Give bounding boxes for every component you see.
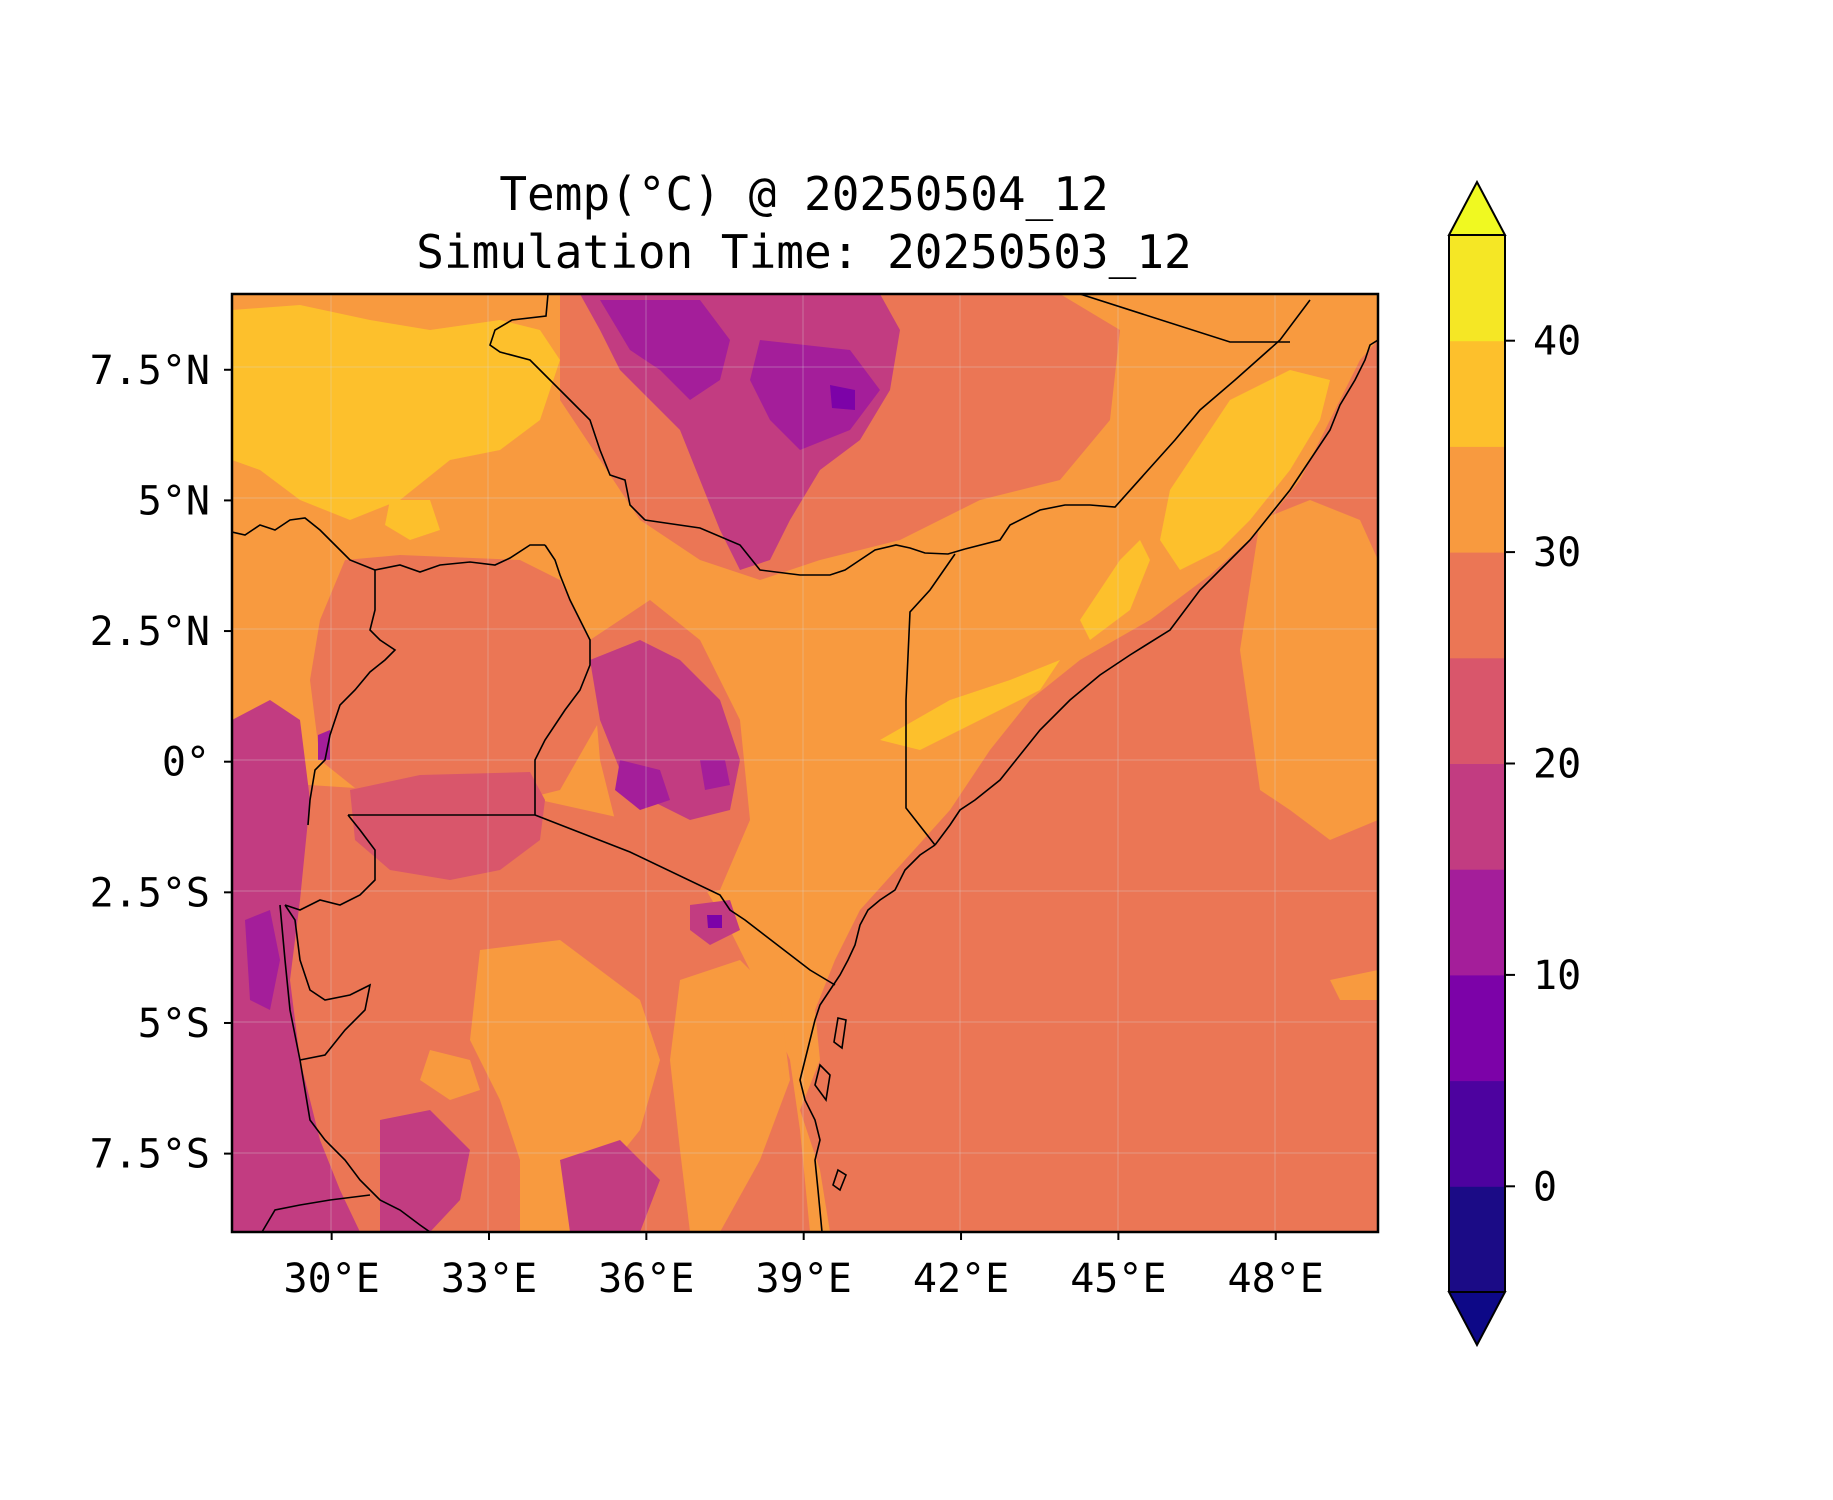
colorbar-extend-high [1447,179,1507,236]
border-burundi-tanzania [284,904,372,1061]
island-pemba [833,1017,847,1050]
y-tick-label: 7.5°N [90,348,210,394]
temp-zone-western-rift-cool [245,910,280,1010]
temp-zone-kilimanjaro-peak [707,915,722,928]
colorbar-segment [1449,763,1505,870]
colorbar-tick-label: 40 [1533,319,1581,365]
temp-zone-offshore-warm-2 [1330,970,1378,1000]
map-title-line1: Temp(°C) @ 20250504_12 [499,167,1108,221]
y-tick-label: 0° [162,740,210,786]
map-title-line2: Simulation Time: 20250503_12 [416,225,1191,279]
temp-zone-kenya-peaks [615,760,670,810]
temp-zone-somali-hot-strip [1160,370,1330,570]
temp-zone-uganda-plateau [310,555,600,815]
temp-zone-mt-kenya [700,760,730,790]
colorbar-tick-label: 10 [1533,953,1581,999]
colorbar-segment [1449,1080,1505,1187]
colorbar-segment [1449,235,1505,342]
temp-zone-southwest-highlands [380,1110,470,1232]
border-rwanda-burundi [284,814,376,911]
y-tick-label: 7.5°S [90,1132,210,1178]
temp-zone-ethiopian-summit [830,385,855,410]
y-tick-label: 5°S [138,1001,210,1047]
colorbar-segment [1449,657,1505,764]
border-south-sudan-drc [232,517,376,571]
coastline-somalia [934,339,1378,846]
x-tick-label: 42°E [913,1256,1009,1302]
colorbar-segment [1449,340,1505,447]
map-area [232,294,1378,1232]
island-mafia [832,1168,847,1192]
temp-zone-western-rift [232,700,360,1232]
colorbar-tick-label: 0 [1533,1164,1557,1210]
colorbar-tick-label: 20 [1533,742,1581,788]
map-gridlines [232,294,1378,1232]
colorbar-segment [1449,869,1505,976]
temp-zone-southern-highlands [560,1140,660,1232]
colorbar-segment [1449,974,1505,1082]
map-frame [230,292,1380,1234]
temp-zone-ethiopian-peaks [600,300,730,400]
temp-zone-tanzania-warm-2 [670,960,790,1232]
border-uganda-drc [307,570,397,826]
border-drc-tanzania-lake [279,904,431,1232]
country-borders [232,294,1378,1232]
temp-zone-somali-hot-strip-3 [880,660,1060,750]
border-kenya-somalia [905,553,956,846]
x-tick-label: 33°E [441,1256,537,1302]
border-uganda-south-sudan [374,544,545,573]
temp-zone-lake-victoria [350,772,545,880]
y-tick-label: 2.5°S [90,870,210,916]
border-tanzania-zambia [261,1194,371,1232]
x-tick-label: 30°E [283,1256,379,1302]
island-zanzibar [814,1063,831,1103]
x-tick-label: 36°E [598,1256,694,1302]
colorbar-tick-label: 30 [1533,530,1581,576]
border-kenya-tanzania [534,814,836,986]
temp-zone-offshore-warm [1240,500,1378,840]
colorbar-extend-low [1447,1291,1507,1348]
colorbar: 0 10 20 30 40 [1447,179,1581,1348]
colorbar-segment [1449,552,1505,659]
x-tick-label: 48°E [1228,1256,1324,1302]
coastline-kenya-tanzania [799,844,936,1232]
colorbar-segment [1449,446,1505,553]
border-ethiopia-somalia [964,299,1311,550]
border-ethiopia-kenya [644,519,966,576]
y-tick-label: 5°N [138,478,210,524]
border-ethiopia-somaliland [1079,294,1290,343]
temp-zone-ethiopian-peaks-2 [750,340,880,450]
y-axis: 7.5°N 5°N 2.5°N 0° 2.5°S 5°S 7.5°S [90,348,232,1178]
colorbar-segment [1449,1186,1505,1293]
border-uganda-kenya [534,544,591,815]
temp-zone-somali-hot-strip-2 [1080,540,1150,640]
y-tick-label: 2.5°N [90,609,210,655]
temp-zone-sudan-hot [385,500,440,540]
x-tick-label: 39°E [756,1256,852,1302]
temp-zone-south-sudan-plains [232,305,560,520]
x-tick-label: 45°E [1070,1256,1166,1302]
border-south-sudan-ethiopia [489,294,646,521]
temp-zone-tanzania-warm-3 [420,1050,480,1100]
x-axis: 30°E 33°E 36°E 39°E 42°E 45°E 48°E [283,1232,1324,1302]
